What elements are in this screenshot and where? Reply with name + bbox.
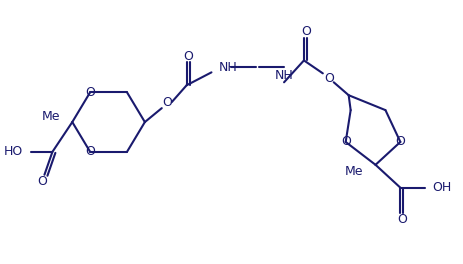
Text: O: O xyxy=(85,86,95,99)
Text: OH: OH xyxy=(431,181,450,194)
Text: NH: NH xyxy=(274,69,293,82)
Text: O: O xyxy=(300,25,310,38)
Text: O: O xyxy=(397,213,407,226)
Text: Me: Me xyxy=(344,165,363,178)
Text: O: O xyxy=(162,96,171,109)
Text: O: O xyxy=(340,135,350,148)
Text: O: O xyxy=(394,135,405,148)
Text: O: O xyxy=(323,72,333,85)
Text: NH: NH xyxy=(218,61,237,74)
Text: O: O xyxy=(38,175,47,188)
Text: O: O xyxy=(183,50,193,63)
Text: Me: Me xyxy=(42,110,60,122)
Text: HO: HO xyxy=(3,145,23,158)
Text: O: O xyxy=(85,145,95,158)
